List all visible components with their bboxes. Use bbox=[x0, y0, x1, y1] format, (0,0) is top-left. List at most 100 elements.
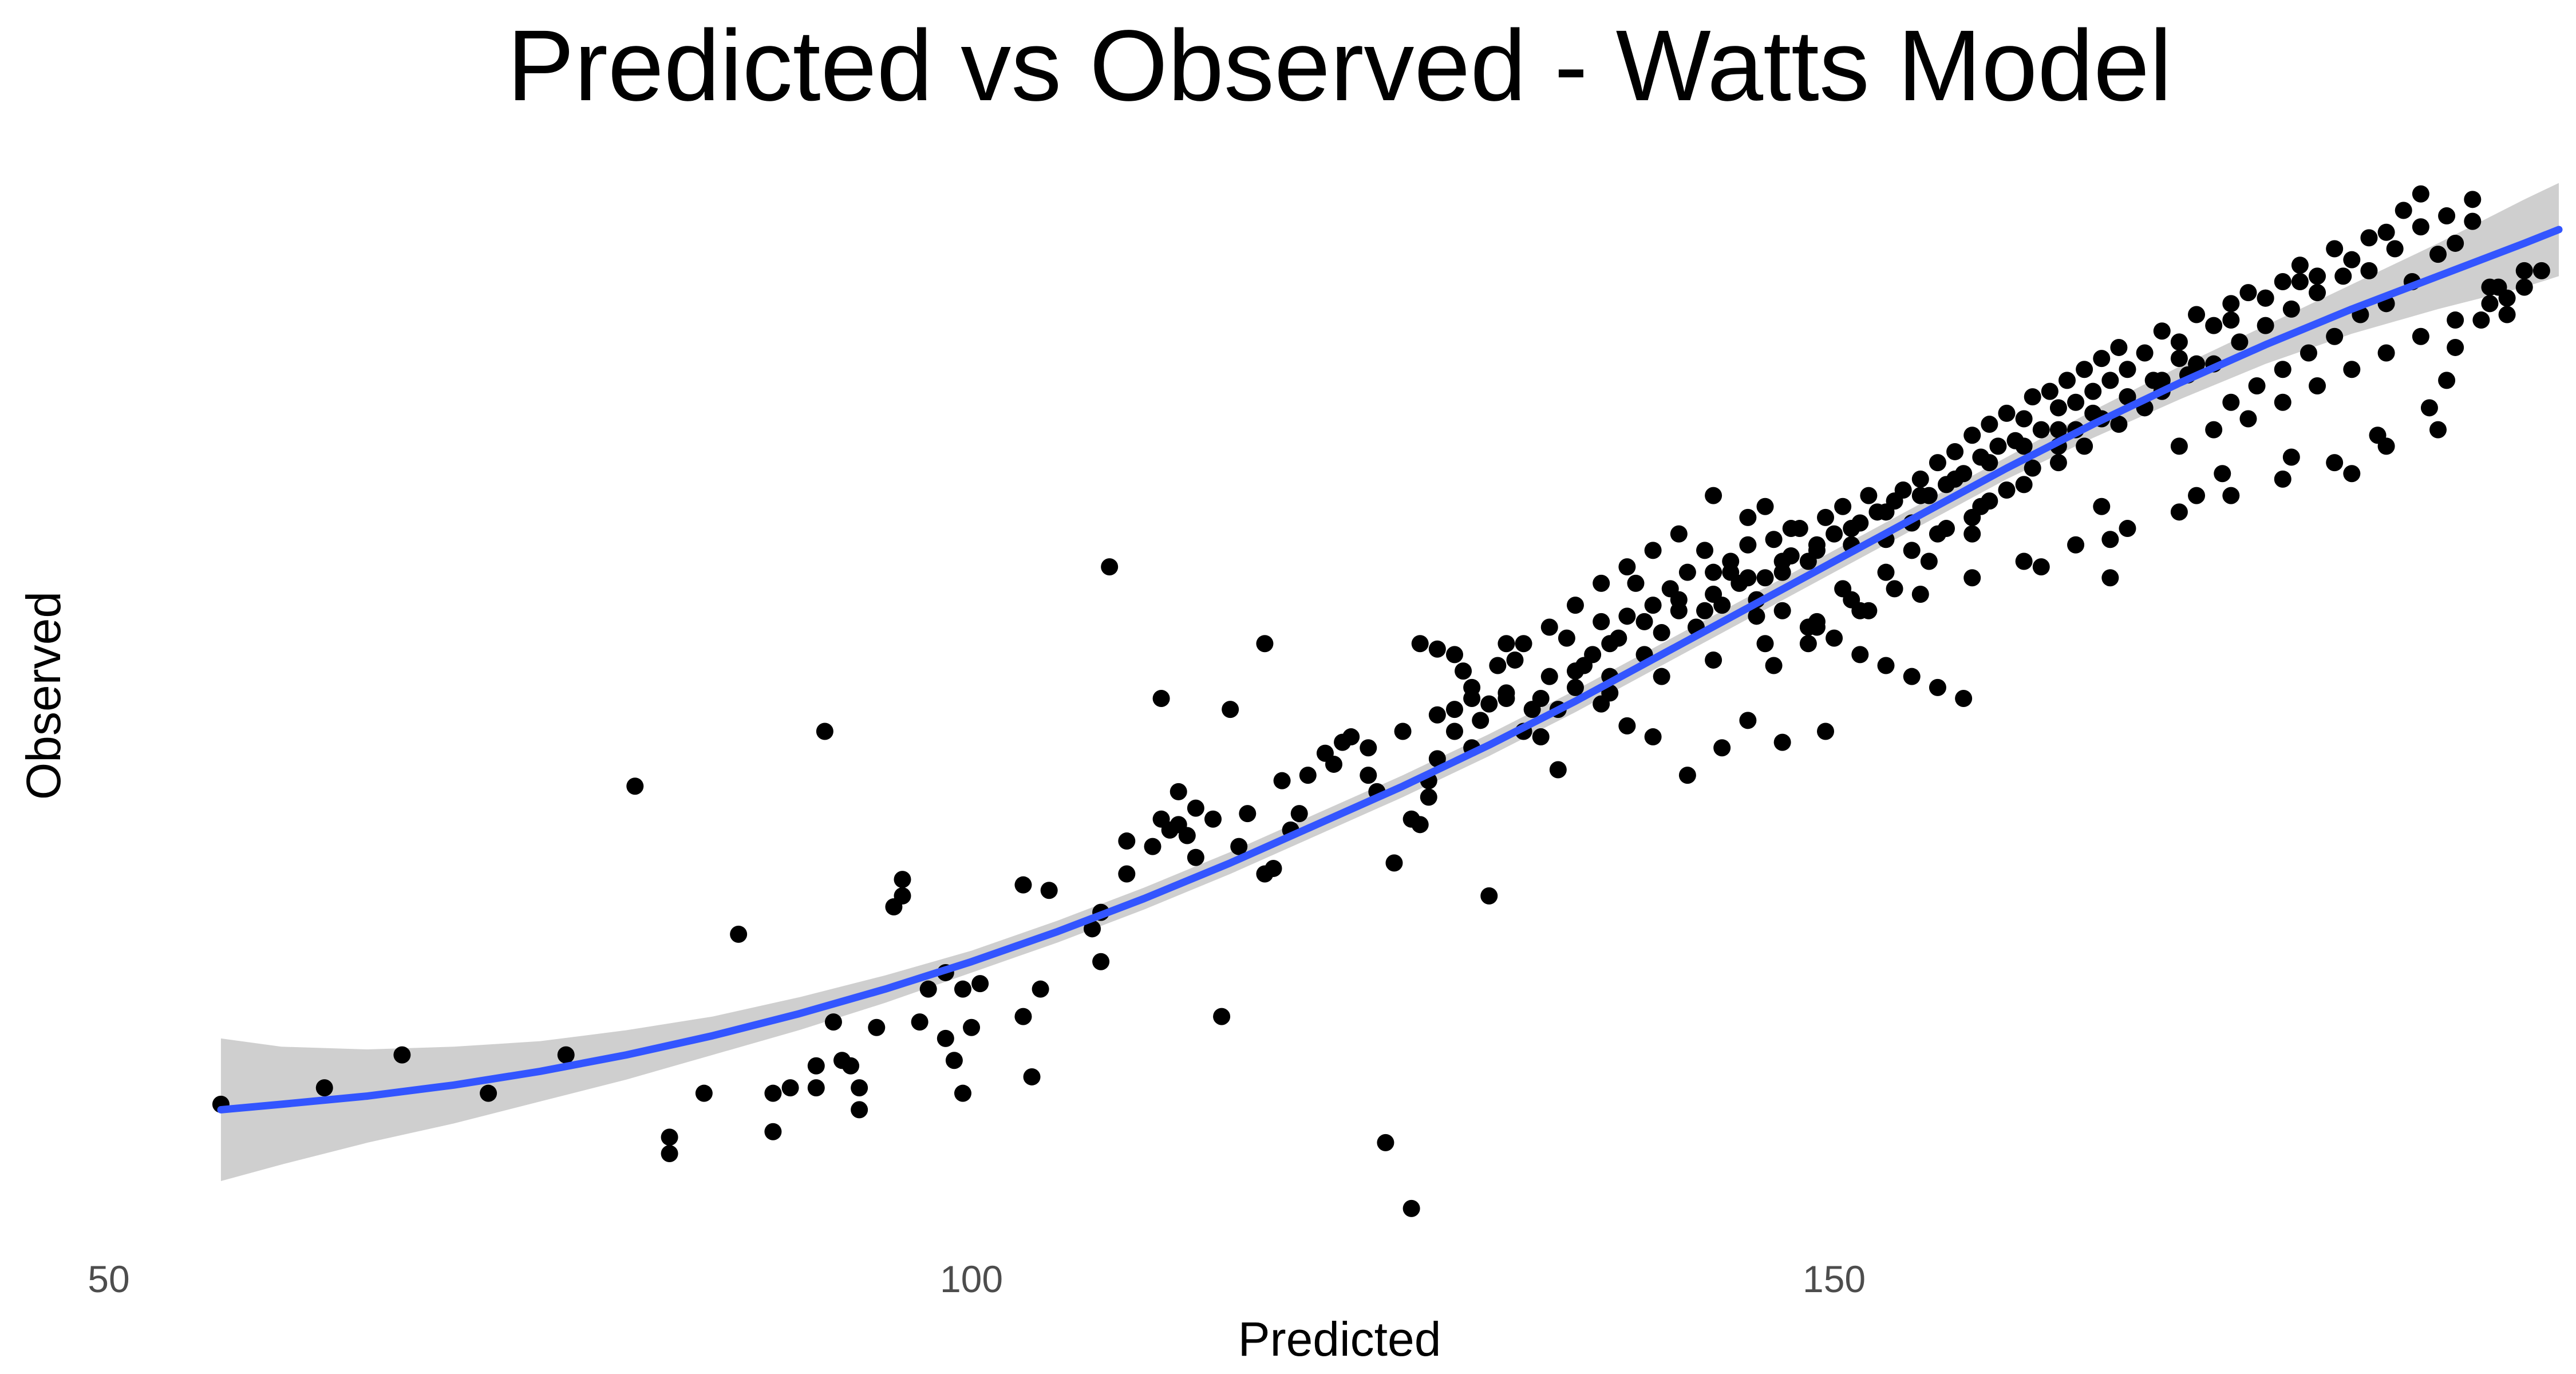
x-axis-ticks: 50 100 150 bbox=[88, 1258, 1866, 1300]
scatter-point bbox=[1946, 443, 1964, 460]
scatter-point bbox=[1834, 498, 1852, 515]
scatter-point bbox=[1040, 882, 1058, 899]
scatter-point bbox=[626, 777, 644, 795]
scatter-point bbox=[2377, 223, 2395, 241]
scatter-point bbox=[2248, 377, 2266, 394]
scatter-point bbox=[2420, 399, 2438, 417]
scatter-point bbox=[2429, 246, 2447, 263]
smooth-line bbox=[217, 226, 2563, 1114]
scatter-point bbox=[1739, 569, 1757, 587]
scatter-point bbox=[2386, 240, 2404, 258]
scatter-point bbox=[2076, 361, 2093, 378]
scatter-point bbox=[2049, 454, 2067, 472]
scatter-point bbox=[2093, 350, 2111, 368]
scatter-point bbox=[2170, 333, 2188, 351]
scatter-point bbox=[2326, 327, 2344, 345]
scatter-point bbox=[1489, 657, 1507, 674]
scatter-point bbox=[1566, 678, 1584, 696]
scatter-point bbox=[1178, 827, 1196, 844]
scatter-point bbox=[2360, 262, 2378, 279]
scatter-point bbox=[807, 1057, 825, 1075]
scatter-point bbox=[1929, 454, 1946, 472]
scatter-point bbox=[1445, 701, 1463, 718]
scatter-point bbox=[1428, 640, 1446, 658]
scatter-point bbox=[1342, 728, 1360, 746]
scatter-point bbox=[2119, 520, 2136, 538]
scatter-point bbox=[1911, 487, 1929, 504]
scatter-point bbox=[1627, 574, 1645, 592]
scatter-point bbox=[1618, 717, 1636, 735]
scatter-point bbox=[2532, 262, 2550, 279]
scatter-point bbox=[2136, 344, 2154, 362]
scatter-point bbox=[2032, 558, 2050, 576]
scatter-point bbox=[2067, 393, 2085, 411]
scatter-point bbox=[2515, 278, 2533, 296]
scatter-point bbox=[1705, 487, 1722, 504]
scatter-point bbox=[1394, 722, 1412, 740]
scatter-point bbox=[911, 1013, 929, 1031]
scatter-point bbox=[1144, 838, 1161, 855]
scatter-point bbox=[2412, 185, 2429, 203]
scatter-point bbox=[1239, 805, 1257, 823]
scatter-point bbox=[1256, 635, 1274, 653]
scatter-point bbox=[2429, 421, 2447, 439]
scatter-point bbox=[2291, 256, 2309, 274]
scatter-point bbox=[1722, 563, 1740, 581]
chart-title: Predicted vs Observed - Watts Model bbox=[507, 10, 2172, 122]
scatter-point bbox=[1455, 662, 1472, 680]
scatter-point bbox=[1998, 404, 2016, 422]
scatter-point bbox=[1593, 574, 1610, 592]
scatter-point bbox=[894, 887, 911, 905]
scatter-point bbox=[1713, 739, 1731, 757]
scatter-point bbox=[954, 980, 971, 998]
scatter-point bbox=[1739, 712, 1757, 729]
scatter-point bbox=[1445, 646, 1463, 664]
scatter-point bbox=[1092, 953, 1110, 970]
scatter-point bbox=[1265, 859, 1282, 877]
scatter-point bbox=[2343, 361, 2361, 378]
scatter-point bbox=[1014, 876, 1032, 894]
scatter-point bbox=[1817, 508, 1835, 526]
scatter-point bbox=[2188, 306, 2206, 323]
scatter-point bbox=[2153, 322, 2171, 340]
scatter-point bbox=[851, 1079, 868, 1097]
scatter-point bbox=[1929, 525, 1946, 543]
scatter-point bbox=[2438, 372, 2456, 389]
confidence-band bbox=[220, 183, 2559, 1181]
scatter-point bbox=[1782, 520, 1800, 538]
scatter-point bbox=[1894, 481, 1912, 499]
scatter-point bbox=[1877, 657, 1895, 674]
scatter-point bbox=[1963, 508, 1981, 526]
scatter-point bbox=[2239, 284, 2257, 302]
scatter-point bbox=[1506, 651, 1524, 669]
scatter-point bbox=[1843, 520, 1860, 538]
scatter-point bbox=[1696, 602, 1714, 619]
scatter-point bbox=[2076, 437, 2093, 455]
scatter-point bbox=[1187, 799, 1204, 817]
scatter-point bbox=[2119, 361, 2136, 378]
scatter-point bbox=[2377, 344, 2395, 362]
scatter-point bbox=[816, 722, 833, 740]
scatter-point bbox=[2058, 372, 2076, 389]
x-tick-label: 50 bbox=[88, 1258, 129, 1300]
scatter-point bbox=[963, 1018, 981, 1036]
scatter-point bbox=[1756, 569, 1774, 587]
scatter-point bbox=[1187, 848, 1204, 866]
scatter-point bbox=[1826, 629, 1843, 647]
scatter-point bbox=[1903, 542, 1921, 559]
scatter-point bbox=[2222, 295, 2240, 313]
scatter-point bbox=[2214, 465, 2231, 483]
scatter-point bbox=[1955, 690, 1973, 707]
scatter-point bbox=[2119, 388, 2136, 406]
scatter-point bbox=[1515, 635, 1532, 653]
scatter-point bbox=[1670, 525, 1688, 543]
scatter-point bbox=[2170, 437, 2188, 455]
scatter-point bbox=[2205, 421, 2223, 439]
scatter-point bbox=[2188, 355, 2206, 373]
scatter-point bbox=[1963, 427, 1981, 444]
scatter-point bbox=[2015, 476, 2033, 493]
scatter-point bbox=[868, 1018, 886, 1036]
scatter-point bbox=[1618, 607, 1636, 625]
scatter-point bbox=[1428, 706, 1446, 724]
scatter-point bbox=[1558, 629, 1575, 647]
